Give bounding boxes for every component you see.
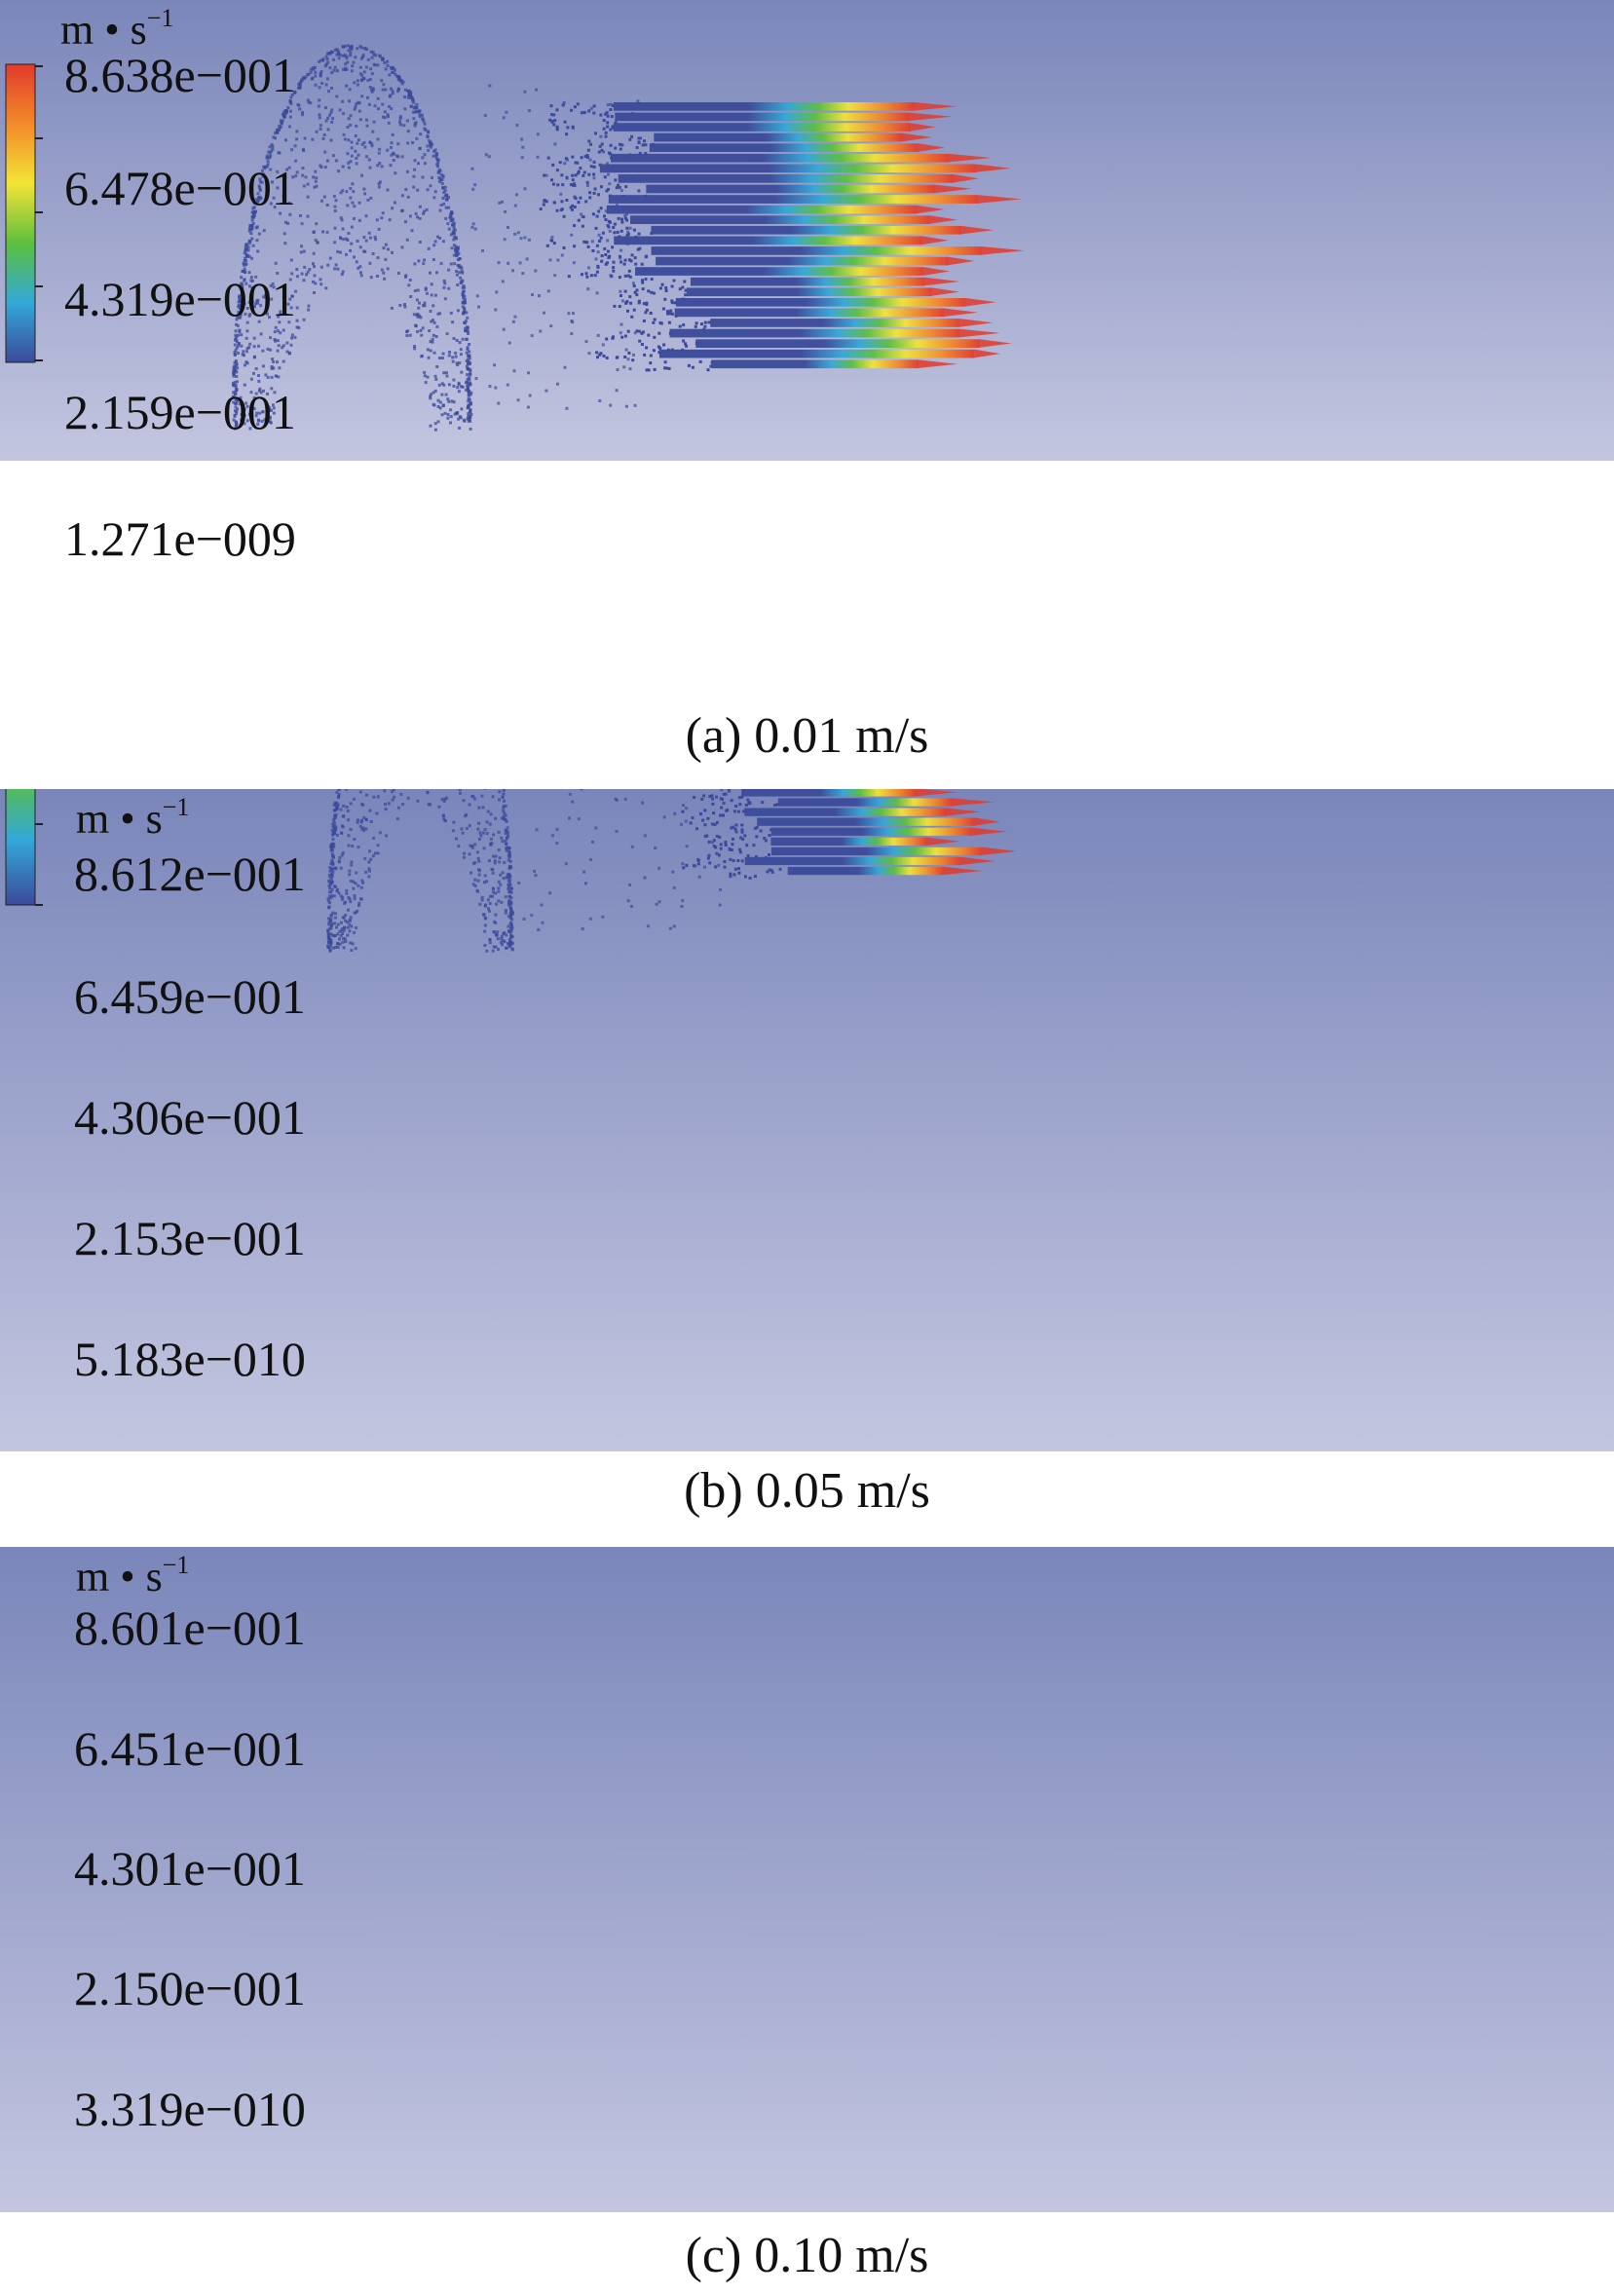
colorbar-tick-a-3: 2.159e−001 <box>64 385 296 439</box>
colorbar-tick-b-2: 4.306e−001 <box>74 1090 306 1145</box>
velocity-contour-plot-a <box>0 0 1614 461</box>
colorbar-tick-b-0: 8.612e−001 <box>74 847 306 901</box>
panel-a: m • s−1 8.638e−001 6.478e−001 4.319e−001… <box>0 0 1614 526</box>
plot-canvas-a <box>0 0 1614 461</box>
particle-arch <box>231 44 473 432</box>
colorbar-tick-a-1: 6.478e−001 <box>64 161 296 215</box>
colorbar <box>5 63 36 363</box>
caption-c: (c) 0.10 m/s <box>685 2228 929 2283</box>
colorbar-tick-a-0: 8.638e−001 <box>64 48 296 102</box>
colorbar-tick-c-1: 6.451e−001 <box>74 1721 306 1776</box>
panel-b: m • s−1 8.612e−001 6.459e−001 4.306e−001… <box>0 789 1614 1451</box>
velocity-contour-plot-c <box>0 1547 1614 2212</box>
colorbar <box>5 789 36 906</box>
plot-canvas-b <box>0 789 1614 1451</box>
colorbar-tick-c-3: 2.150e−001 <box>74 1961 306 2015</box>
caption-b: (b) 0.05 m/s <box>684 1463 930 1519</box>
colorbar-tick-c-4: 3.319e−010 <box>74 2082 306 2136</box>
colorbar-tick-c-2: 4.301e−001 <box>74 1841 306 1896</box>
colorbar-unit-b: m • s−1 <box>76 793 190 843</box>
colorbar-tick-a-2: 4.319e−001 <box>64 272 296 326</box>
scattered-droplets <box>470 84 640 410</box>
colorbar-unit-c: m • s−1 <box>76 1551 190 1600</box>
plot-background <box>0 1547 1614 2212</box>
colorbar-unit-a: m • s−1 <box>60 4 174 54</box>
colorbar-tick-a-4b: 1.271e−009 <box>64 511 296 566</box>
particle-arch <box>326 789 514 953</box>
spray-jets <box>539 102 1026 372</box>
colorbar-tick-b-1: 6.459e−001 <box>74 969 306 1024</box>
velocity-contour-plot-b <box>0 789 1614 1451</box>
colorbar-tick-b-4: 5.183e−010 <box>74 1332 306 1386</box>
colorbar-tick-c-0: 8.601e−001 <box>74 1600 306 1655</box>
caption-a-label: (a) 0.01 m/s <box>685 708 929 764</box>
colorbar-tick-b-3: 2.153e−001 <box>74 1211 306 1265</box>
plot-background <box>0 789 1614 1451</box>
spray-jets <box>681 789 1017 880</box>
plot-canvas-c <box>0 1547 1614 2212</box>
panel-c: m • s−1 8.601e−001 6.451e−001 4.301e−001… <box>0 1547 1614 2212</box>
